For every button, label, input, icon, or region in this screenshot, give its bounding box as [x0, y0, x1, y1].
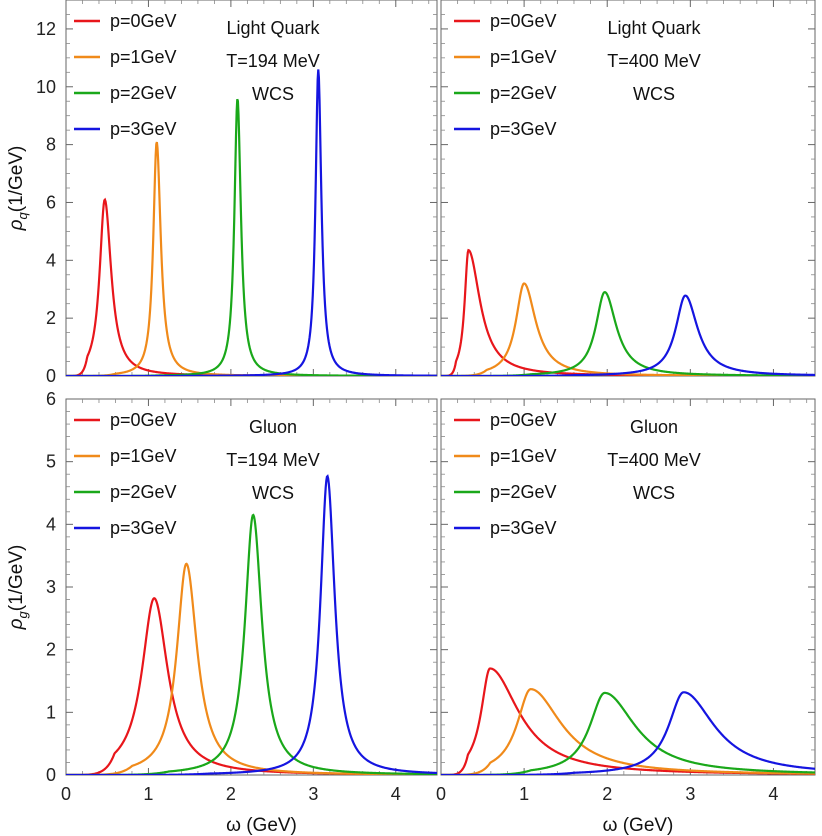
annotation-label: T=194 MeV	[226, 51, 320, 71]
series-line-p=3GeV	[441, 294, 815, 376]
legend-label: p=2GeV	[490, 83, 557, 103]
y-tick-label: 6	[46, 389, 56, 409]
legend-label: p=3GeV	[490, 119, 557, 139]
legend-label: p=1GeV	[110, 446, 177, 466]
annotation-label: Gluon	[630, 417, 678, 437]
annotation-label: WCS	[252, 483, 294, 503]
annotation-label: Light Quark	[607, 18, 701, 38]
y-axis-title-subscript: g	[15, 610, 30, 618]
y-tick-label: 6	[46, 192, 56, 212]
legend-label: p=1GeV	[110, 47, 177, 67]
series-line-p=3GeV	[441, 691, 815, 775]
panel-bottom-right: 0 1 2 3 4 ω (GeV) p=0GeV p=1GeV p=2GeV p=3GeV Gluo…	[436, 398, 816, 836]
legend-label: p=3GeV	[110, 119, 177, 139]
y-tick-label: 2	[46, 308, 56, 328]
y-axis-title-symbol: ρ	[6, 618, 27, 630]
series-line-p=1GeV	[441, 688, 815, 775]
y-axis-title-subscript: q	[15, 211, 30, 219]
panel-top-left: 0 2 4 6 8 10 12 ρq(1/GeV) p=0GeV p=1GeV p=2GeV p=3G…	[6, 0, 438, 386]
y-tick-label: 0	[46, 366, 56, 386]
annotation-label: WCS	[633, 84, 675, 104]
y-tick-label: 3	[46, 577, 56, 597]
x-tick-label: 1	[519, 784, 529, 804]
y-axis-title-unit: (1/GeV)	[6, 146, 27, 213]
x-tick-label: 4	[768, 784, 778, 804]
x-tick-label: 0	[436, 784, 446, 804]
annotation-label: WCS	[633, 483, 675, 503]
y-tick-label: 12	[36, 19, 56, 39]
y-tick-label: 5	[46, 452, 56, 472]
x-tick-label: 2	[226, 784, 236, 804]
annotation-label: T=400 MeV	[607, 450, 701, 470]
y-tick-label: 1	[46, 702, 56, 722]
panel-bottom-left: 0 1 2 3 4 0 1 2 3 4 5 6 ρg(1/GeV) ω (GeV) p=0GeV p=1GeV…	[6, 389, 438, 836]
x-axis-title: ω (GeV)	[603, 815, 674, 836]
annotation-label: T=400 MeV	[607, 51, 701, 71]
x-tick-label: 2	[602, 784, 612, 804]
y-tick-label: 8	[46, 135, 56, 155]
y-axis-title: ρq(1/GeV)	[6, 146, 30, 232]
panels-layer: 024681012ρq(1/GeV)p=0GeVp=1GeVp=2GeVp=3G…	[6, 0, 816, 836]
x-tick-label: 1	[143, 784, 153, 804]
y-tick-label: 4	[46, 514, 56, 534]
y-axis-title-unit: (1/GeV)	[6, 545, 27, 612]
panel-top-right: p=0GeV p=1GeV p=2GeV p=3GeV Light Quark T=400…	[440, 0, 816, 377]
legend-label: p=1GeV	[490, 47, 557, 67]
y-tick-label: 0	[46, 765, 56, 785]
x-tick-label: 3	[685, 784, 695, 804]
y-axis-title: ρg(1/GeV)	[6, 545, 30, 631]
series-line-p=3GeV	[66, 474, 437, 775]
legend-label: p=3GeV	[490, 518, 557, 538]
legend-label: p=0GeV	[490, 410, 557, 430]
y-tick-label: 10	[36, 77, 56, 97]
annotation-label: Light Quark	[226, 18, 320, 38]
series-line-p=3GeV	[66, 69, 437, 376]
annotation-label: Gluon	[249, 417, 297, 437]
legend-label: p=0GeV	[490, 11, 557, 31]
legend-label: p=0GeV	[110, 410, 177, 430]
legend-label: p=3GeV	[110, 518, 177, 538]
y-tick-label: 2	[46, 640, 56, 660]
x-tick-label: 0	[61, 784, 71, 804]
annotation-label: T=194 MeV	[226, 450, 320, 470]
legend-label: p=0GeV	[110, 11, 177, 31]
x-tick-label: 3	[308, 784, 318, 804]
legend-label: p=2GeV	[110, 83, 177, 103]
y-tick-label: 4	[46, 250, 56, 270]
annotation-label: WCS	[252, 84, 294, 104]
x-axis-title: ω (GeV)	[226, 815, 297, 836]
legend-label: p=1GeV	[490, 446, 557, 466]
legend-label: p=2GeV	[490, 482, 557, 502]
x-tick-label: 4	[391, 784, 401, 804]
y-axis-title-symbol: ρ	[6, 219, 27, 231]
legend-label: p=2GeV	[110, 482, 177, 502]
